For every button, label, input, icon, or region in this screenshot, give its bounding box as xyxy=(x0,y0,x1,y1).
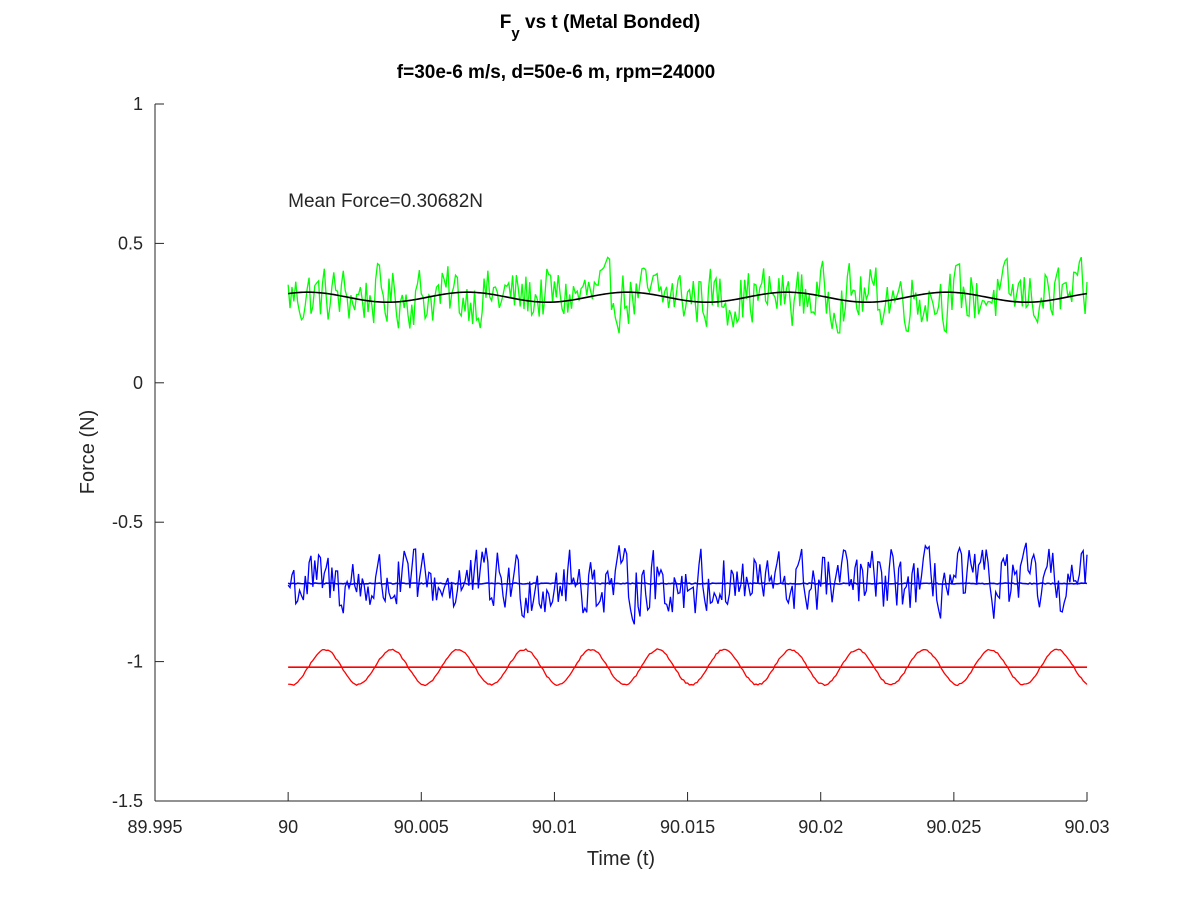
y-tick-label: 0 xyxy=(133,373,143,393)
mean-force-annotation: Mean Force=0.30682N xyxy=(288,191,483,212)
title-symbol: F xyxy=(500,12,512,33)
title-subscript: y xyxy=(511,25,520,42)
series-line xyxy=(287,542,1088,625)
y-tick-label: 0.5 xyxy=(118,233,143,253)
x-axis-label: Time (t) xyxy=(587,848,655,870)
chart-title: Fy vs t (Metal Bonded) xyxy=(500,12,700,42)
series-layer xyxy=(287,256,1088,687)
x-tick-label: 90.005 xyxy=(394,817,449,837)
x-tick-label: 90.03 xyxy=(1064,817,1109,837)
title-rest: vs t (Metal Bonded) xyxy=(520,12,701,33)
series-line xyxy=(287,582,1088,585)
x-tick-label: 90 xyxy=(278,817,298,837)
series-line xyxy=(288,291,1088,304)
x-tick-label: 89.995 xyxy=(127,817,182,837)
chart-subtitle: f=30e-6 m/s, d=50e-6 m, rpm=24000 xyxy=(397,62,715,83)
x-tick-label: 90.02 xyxy=(798,817,843,837)
series-line xyxy=(287,256,1088,334)
y-ticks: -1.5 -1 -0.5 0 0.5 1 xyxy=(112,94,164,811)
x-tick-label: 90.015 xyxy=(660,817,715,837)
x-tick-label: 90.025 xyxy=(926,817,981,837)
y-tick-label: -0.5 xyxy=(112,512,143,532)
y-tick-label: -1.5 xyxy=(112,791,143,811)
axes xyxy=(154,104,1087,802)
y-axis-label: Force (N) xyxy=(77,410,99,494)
x-ticks: 89.995 90 90.005 90.01 90.015 90.02 90.025 90.0… xyxy=(127,792,1110,837)
y-tick-label: -1 xyxy=(127,652,143,672)
series-line xyxy=(288,648,1088,687)
y-tick-label: 1 xyxy=(133,94,143,114)
x-tick-label: 90.01 xyxy=(532,817,577,837)
